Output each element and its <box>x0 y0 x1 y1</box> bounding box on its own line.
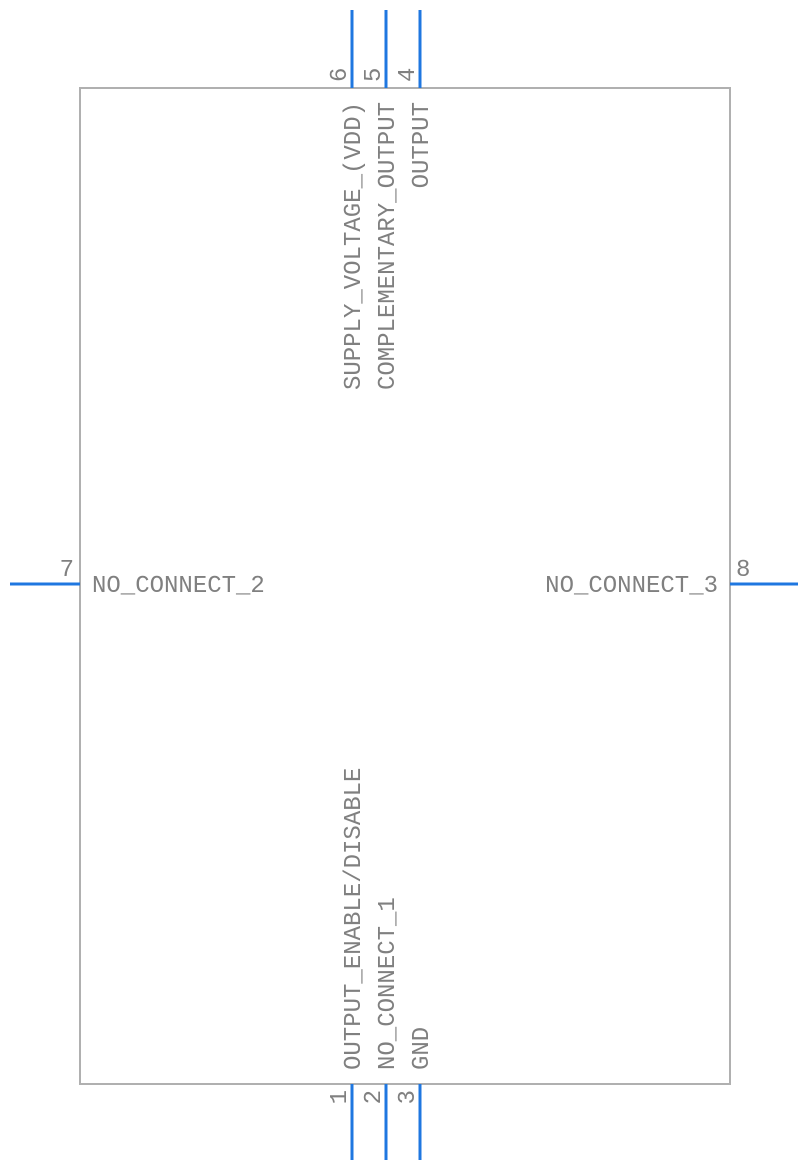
pin-label: NO_CONNECT_3 <box>545 573 718 600</box>
pin-label: NO_CONNECT_2 <box>92 573 265 600</box>
schematic-canvas: 7 NO_CONNECT_2 8 NO_CONNECT_3 6 SUPPLY_VOLTAG… <box>0 0 808 1168</box>
pin-number: 6 <box>327 68 354 82</box>
pin-number: 1 <box>327 1090 354 1104</box>
pin-label: SUPPLY_VOLTAGE_(VDD) <box>341 102 368 390</box>
pin-number: 2 <box>361 1090 388 1104</box>
pin-number: 5 <box>361 68 388 82</box>
pin-number: 8 <box>736 557 750 584</box>
pin-number: 3 <box>395 1090 422 1104</box>
pin-number: 7 <box>60 557 74 584</box>
pin-label: GND <box>409 1027 436 1070</box>
pin-number: 4 <box>395 68 422 82</box>
pin-label: OUTPUT_ENABLE/DISABLE <box>341 768 368 1070</box>
pin-label: OUTPUT <box>409 102 436 188</box>
pin-label: COMPLEMENTARY_OUTPUT <box>375 102 402 390</box>
pin-label: NO_CONNECT_1 <box>375 897 402 1070</box>
